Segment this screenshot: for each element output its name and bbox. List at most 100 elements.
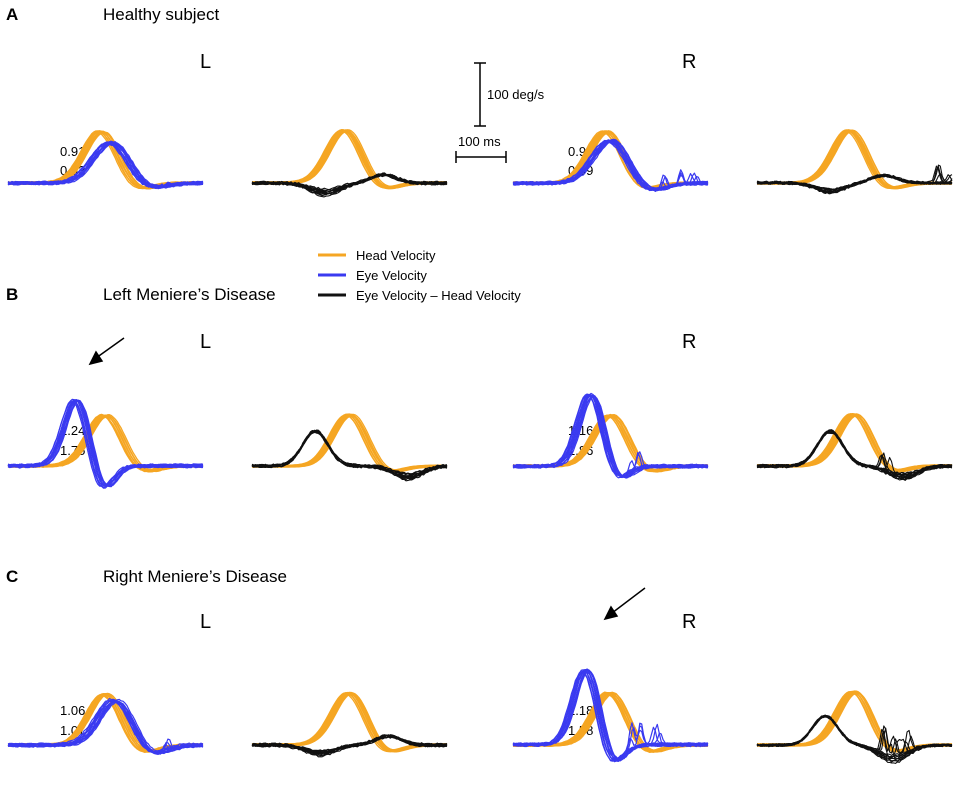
row-b-title: Left Meniere’s Disease [103, 285, 276, 304]
head-velocity-trace [252, 129, 447, 188]
eye-velocity-trace [7, 400, 204, 488]
head-velocity-trace [252, 130, 447, 189]
velocity-scale-bar [474, 62, 486, 127]
head-velocity-trace [252, 692, 447, 752]
eye-minus-head-trace [756, 715, 953, 760]
eye-velocity-trace [7, 142, 204, 187]
head-velocity-trace [757, 690, 952, 751]
head-velocity-trace [252, 130, 447, 189]
head-velocity-trace [757, 690, 952, 751]
head-velocity-trace [757, 414, 952, 472]
eye-velocity-trace [512, 394, 709, 478]
row-b-right-side-label: R [682, 331, 696, 353]
row-a-title: Healthy subject [103, 5, 220, 24]
head-velocity-trace [252, 413, 447, 471]
head-velocity-trace [512, 691, 709, 751]
row-c-title: Right Meniere’s Disease [103, 567, 287, 586]
head-velocity-trace [7, 131, 203, 190]
eye-minus-head-trace [756, 715, 953, 764]
eye-velocity-trace [7, 399, 204, 486]
eye-minus-head-trace [251, 430, 448, 478]
head-velocity-trace [7, 415, 203, 472]
head-velocity-trace [252, 414, 447, 472]
head-velocity-trace [7, 413, 204, 471]
head-velocity-trace [757, 414, 952, 473]
head-velocity-trace [252, 691, 447, 751]
eye-minus-head-trace [756, 715, 953, 761]
eye-velocity-trace [7, 141, 204, 188]
eye-minus-head-trace [756, 431, 952, 478]
eye-velocity-trace [7, 398, 204, 487]
head-velocity-trace [757, 690, 952, 751]
head-velocity-trace [252, 130, 447, 189]
arrow-row-c-right [603, 587, 646, 621]
head-velocity-trace [757, 415, 952, 473]
eye-minus-head-trace [756, 429, 953, 476]
eye-minus-head-trace [251, 431, 448, 479]
eye-velocity-trace [512, 671, 709, 762]
head-velocity-trace [7, 131, 204, 190]
eye-velocity-trace [7, 141, 204, 188]
head-velocity-trace [512, 691, 709, 751]
eye-minus-head-trace [756, 164, 953, 193]
velocity-scale-label: 100 deg/s [487, 87, 545, 102]
head-velocity-trace [252, 692, 447, 751]
eye-minus-head-trace [756, 166, 953, 194]
head-velocity-trace [252, 413, 447, 471]
head-velocity-trace [757, 131, 952, 190]
eye-velocity-trace [7, 698, 204, 753]
time-scale-label: 100 ms [458, 134, 501, 149]
legend: Head Velocity Eye Velocity Eye Velocity … [318, 248, 521, 303]
eye-velocity-trace [7, 142, 204, 189]
panel-letter-c: C [6, 567, 18, 586]
eye-velocity-trace [7, 140, 204, 187]
row-a-right-side-label: R [682, 51, 696, 73]
row-a-left-side-label: L [200, 51, 211, 73]
head-velocity-trace [7, 414, 204, 471]
head-velocity-trace [7, 132, 204, 190]
eye-velocity-trace [7, 399, 204, 487]
head-velocity-trace [512, 692, 708, 752]
head-velocity-trace [252, 414, 447, 472]
eye-minus-head-trace [756, 715, 953, 758]
eye-minus-head-trace [756, 715, 953, 762]
time-scale-bar [455, 151, 507, 163]
head-velocity-trace [7, 414, 204, 471]
head-velocity-trace [7, 415, 203, 472]
panel-letter-a: A [6, 5, 18, 24]
eye-velocity-trace [7, 142, 204, 188]
head-velocity-trace [757, 131, 952, 190]
eye-velocity-trace [512, 141, 709, 192]
eye-velocity-trace [7, 400, 203, 489]
trace-layer [7, 128, 953, 764]
eye-minus-head-trace [757, 715, 952, 758]
head-velocity-trace [252, 692, 447, 752]
head-velocity-trace [252, 691, 447, 751]
eye-velocity-trace [7, 400, 204, 488]
eye-minus-head-trace [251, 174, 448, 198]
head-velocity-trace [757, 131, 952, 190]
eye-minus-head-trace [251, 429, 447, 477]
eye-minus-head-trace [251, 734, 447, 754]
legend-eye-label: Eye Velocity [356, 268, 427, 283]
eye-minus-head-trace [756, 174, 953, 192]
head-velocity-trace [252, 692, 447, 752]
head-velocity-trace [7, 414, 203, 471]
head-velocity-trace [252, 692, 447, 751]
head-velocity-trace [252, 130, 447, 190]
eye-minus-head-trace [756, 714, 953, 756]
eye-minus-head-trace [251, 430, 448, 478]
eye-minus-head-trace [757, 716, 953, 762]
head-velocity-trace [7, 415, 204, 472]
eye-velocity-trace [7, 141, 204, 188]
head-velocity-trace [7, 131, 204, 189]
eye-velocity-trace [7, 399, 204, 487]
row-c-left-side-label: L [200, 611, 211, 633]
eye-minus-head-trace [251, 736, 448, 755]
row-c-right-side-label: R [682, 611, 696, 633]
head-velocity-trace [252, 130, 447, 189]
legend-head-label: Head Velocity [356, 248, 436, 263]
eye-minus-head-trace [251, 734, 448, 755]
head-velocity-trace [7, 131, 204, 190]
